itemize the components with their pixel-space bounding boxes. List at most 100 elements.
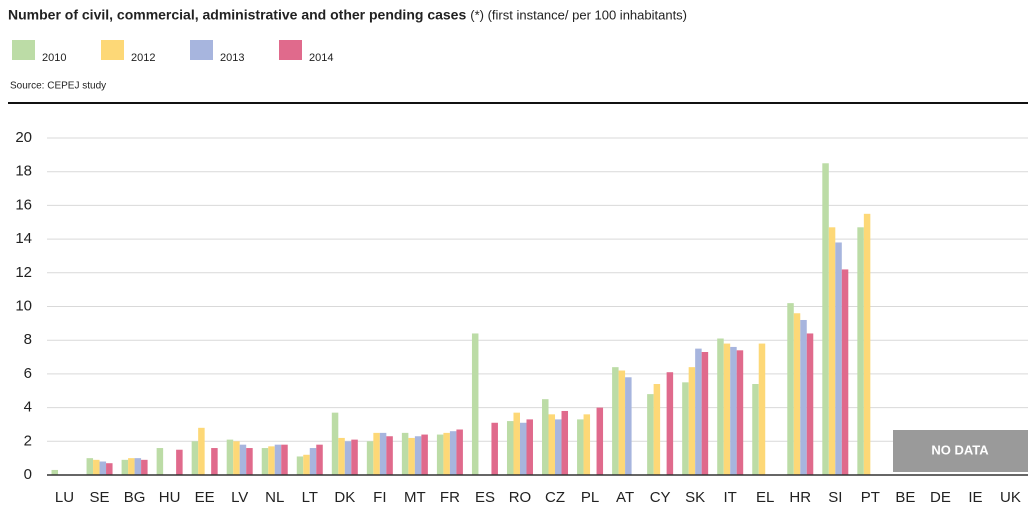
bar [863, 213, 871, 475]
bar [226, 439, 234, 475]
bar [526, 419, 533, 475]
bar [758, 343, 766, 475]
bar [491, 422, 498, 475]
x-tick-label: EL [756, 489, 774, 506]
x-tick-label: FR [440, 489, 460, 506]
x-tick-label: DK [334, 489, 355, 506]
bar [261, 448, 269, 475]
x-tick-label: NL [265, 489, 284, 506]
bar [647, 394, 654, 475]
bar [583, 414, 591, 475]
bar [519, 422, 527, 475]
bar [653, 384, 661, 475]
x-tick-label: BE [895, 489, 915, 506]
bar [717, 338, 724, 475]
x-tick-label: LV [231, 489, 248, 506]
x-tick-label: UK [1000, 489, 1021, 506]
bar [806, 333, 814, 475]
bar [577, 419, 584, 475]
bar [822, 163, 829, 475]
bar [421, 434, 428, 475]
x-tick-label: FI [373, 489, 386, 506]
bar [233, 441, 240, 475]
y-tick-label: 12 [15, 264, 32, 281]
bar [723, 343, 731, 475]
x-tick-label: PT [861, 489, 880, 506]
bar [618, 370, 626, 475]
bar [338, 437, 345, 475]
legend-label: 2010 [42, 52, 66, 64]
bar [86, 458, 94, 475]
bar [800, 319, 807, 475]
x-tick-label: RO [509, 489, 532, 506]
x-tick-label: CZ [545, 489, 565, 506]
bar [93, 459, 100, 475]
bar [128, 458, 135, 475]
bar [106, 463, 113, 475]
bar [443, 432, 450, 475]
x-tick-label: SI [828, 489, 842, 506]
bar [198, 427, 205, 475]
bar [506, 421, 514, 475]
y-tick-label: 16 [15, 196, 32, 213]
bar [408, 437, 415, 475]
bar [176, 449, 183, 475]
bar [555, 419, 562, 475]
legend-swatch [190, 40, 213, 60]
bar [828, 227, 836, 475]
x-tick-label: IE [968, 489, 982, 506]
legend-label: 2014 [309, 52, 333, 64]
bar [625, 377, 632, 475]
bar [386, 436, 393, 475]
chart-title: Number of civil, commercial, administrat… [8, 7, 466, 23]
bar [701, 351, 709, 475]
bar [548, 414, 556, 475]
legend-label: 2012 [131, 52, 155, 64]
x-tick-label: EE [195, 489, 215, 506]
no-data-box [893, 430, 1028, 472]
x-tick-label: LU [55, 489, 74, 506]
y-tick-label: 20 [15, 129, 32, 146]
y-tick-label: 0 [24, 466, 32, 483]
x-tick-label: AT [616, 489, 634, 506]
bar [513, 412, 520, 475]
bar [99, 461, 107, 475]
bar [857, 227, 864, 475]
bar [695, 348, 702, 475]
legend-swatch [279, 40, 302, 60]
x-tick-label: PL [581, 489, 599, 506]
x-tick-label: LT [302, 489, 318, 506]
bar [688, 367, 696, 475]
bar [141, 459, 148, 475]
bar [542, 399, 549, 475]
bar [281, 444, 288, 475]
y-tick-label: 4 [24, 399, 32, 416]
bar [316, 444, 323, 475]
bar [121, 459, 129, 475]
y-tick-label: 18 [15, 163, 32, 180]
legend-label: 2013 [220, 52, 244, 64]
bar [309, 448, 317, 475]
bar [596, 407, 604, 475]
bar [730, 346, 737, 475]
bar [191, 441, 199, 475]
x-tick-label: HU [159, 489, 181, 506]
x-tick-label: ES [475, 489, 495, 506]
legend-swatch [12, 40, 35, 60]
bar [239, 444, 247, 475]
bar [736, 350, 744, 475]
x-tick-label: SK [685, 489, 705, 506]
bar [787, 303, 794, 475]
y-tick-label: 8 [24, 331, 32, 348]
bar [134, 458, 142, 475]
x-tick-label: DE [930, 489, 951, 506]
x-tick-label: CY [650, 489, 671, 506]
bar [51, 469, 59, 475]
bar [752, 384, 759, 475]
bar [331, 412, 339, 475]
chart-subtitle: (*) (first instance/ per 100 inhabitants… [470, 7, 687, 22]
bar [456, 429, 463, 475]
x-tick-label: HR [789, 489, 811, 506]
bar [841, 269, 849, 475]
